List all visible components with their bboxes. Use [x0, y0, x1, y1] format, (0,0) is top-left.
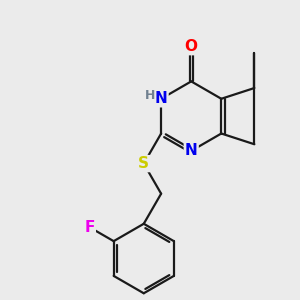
Text: O: O — [185, 39, 198, 54]
Text: H: H — [145, 89, 155, 102]
Text: N: N — [155, 91, 167, 106]
Text: N: N — [185, 143, 198, 158]
Text: F: F — [84, 220, 95, 235]
Text: S: S — [138, 156, 149, 171]
